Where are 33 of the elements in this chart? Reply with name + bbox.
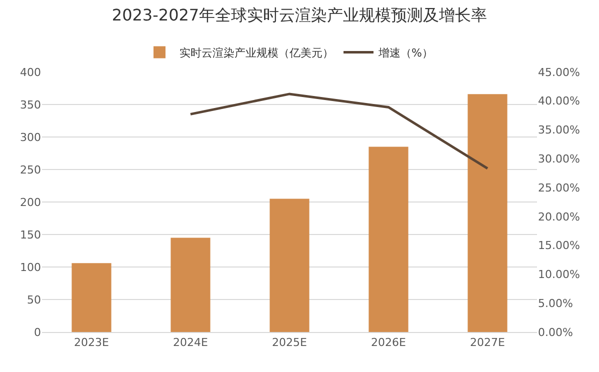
bar [468,94,508,332]
x-tick-label: 2024E [173,336,208,350]
y2-tick-label: 0.00% [538,326,573,339]
chart-title: 2023-2027年全球实时云渲染产业规模预测及增长率 [112,6,488,24]
y-tick-label: 300 [20,130,41,144]
bar [368,146,408,332]
y-tick-label: 150 [20,228,41,242]
x-tick-label: 2027E [470,336,506,350]
y-tick-label: 250 [20,163,41,176]
y2-tick-label: 5.00% [538,296,573,310]
x-tick-label: 2026E [371,336,406,350]
bar [170,238,210,332]
y2-tick-label: 35.00% [538,124,580,137]
y2-tick-label: 15.00% [538,239,580,252]
y-tick-label: 350 [20,98,41,112]
y-tick-label: 100 [20,260,41,274]
legend-label: 增速（%） [378,46,433,60]
y-tick-label: 200 [20,196,41,209]
x-tick-label: 2023E [74,336,110,350]
x-tick-label: 2025E [272,336,308,350]
y2-tick-label: 25.00% [538,181,580,194]
line-series [189,92,489,170]
bar [72,263,112,332]
y-tick-label: 0 [34,326,41,339]
y2-tick-label: 10.00% [538,268,580,282]
bar [270,198,310,332]
y2-tick-label: 45.00% [538,66,580,79]
y-tick-label: 50 [27,293,41,306]
legend-label: 实时云渲染产业规模（亿美元） [180,46,334,60]
y2-tick-label: 20.00% [538,210,580,224]
y2-tick-label: 30.00% [538,152,580,166]
y-tick-label: 400 [20,66,41,79]
y2-tick-label: 40.00% [538,94,580,108]
